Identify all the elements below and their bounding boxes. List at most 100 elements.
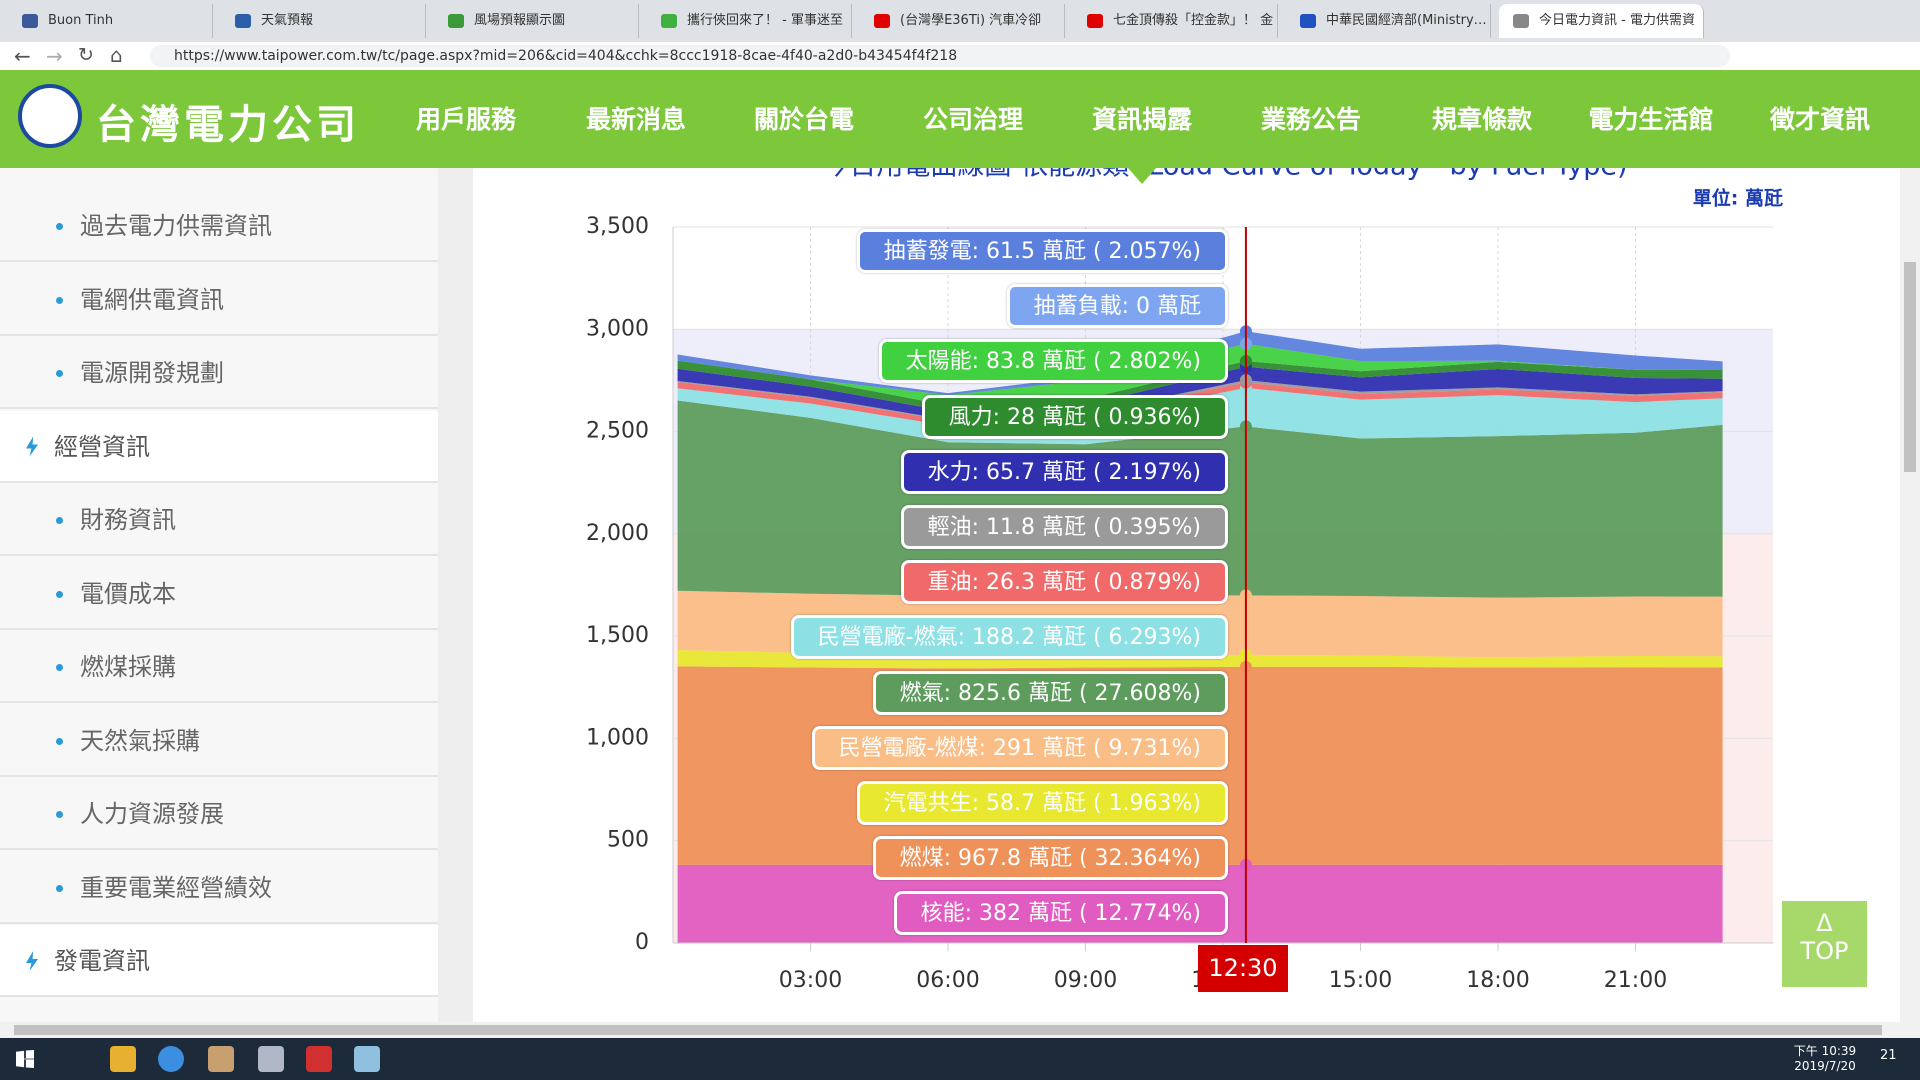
browser-tab[interactable]: 天氣預報	[221, 4, 426, 38]
tab-bar: Buon Tinh 天氣預報 風場預報顯示圖 攜行俠回來了！ - 軍事迷至 (台灣學E3…	[0, 0, 1920, 42]
back-button[interactable]: ←	[14, 44, 31, 68]
unit-label: 單位: 萬瓩	[1693, 187, 1783, 210]
sidebar-label: 財務資訊	[80, 506, 176, 534]
start-button[interactable]	[16, 1050, 34, 1068]
clock-time: 下午 10:39	[1793, 1044, 1857, 1058]
sidebar-section[interactable]: 發電資訊	[0, 925, 438, 997]
scroll-thumb[interactable]	[14, 1025, 1882, 1035]
area	[677, 331, 1723, 396]
sidebar-label: 重要電業經營績效	[80, 873, 272, 902]
sidebar-label: 電網供電資訊	[80, 285, 224, 314]
url-field[interactable]: https://www.taipower.com.tw/tc/page.aspx…	[150, 45, 1730, 67]
sidebar-label: 過去電力供需資訊	[80, 212, 272, 240]
home-button[interactable]: ⌂	[110, 43, 123, 67]
tab-icon	[1087, 14, 1103, 28]
nav-item[interactable]: 關於台電	[753, 105, 855, 134]
tab-icon	[22, 14, 38, 28]
taskbar: 下午 10:39 2019/7/20 21	[0, 1038, 1920, 1080]
bullet	[56, 590, 63, 598]
nav-item[interactable]: 資訊揭露	[1091, 105, 1193, 134]
area	[677, 380, 1723, 421]
sidebar-section[interactable]: 經營資訊	[0, 410, 438, 483]
y-tick-label: 1,500	[586, 623, 649, 648]
app-icon[interactable]	[306, 1046, 332, 1072]
nav-item[interactable]: 徵才資訊	[1769, 105, 1871, 134]
y-tick-label: 0	[635, 930, 649, 955]
sidebar-item[interactable]: 電網供電資訊	[0, 264, 438, 336]
nav-item[interactable]: 規章條款	[1431, 105, 1533, 134]
x-tick-label: 06:00	[916, 968, 979, 993]
browser-tab[interactable]: Buon Tinh	[8, 4, 213, 38]
tab-icon	[235, 14, 251, 28]
address-bar: ← → ↻ ⌂ https://www.taipower.com.tw/tc/p…	[0, 42, 1920, 71]
browser-tab[interactable]: 中華民國經濟部(Ministry of	[1286, 4, 1491, 38]
clock-date: 2019/7/20	[1794, 1059, 1856, 1073]
sidebar-label: 人力資源發展	[80, 800, 224, 828]
sidebar-label: 電價成本	[80, 579, 176, 608]
bullet	[56, 664, 63, 671]
chrome-icon[interactable]	[158, 1046, 184, 1072]
nav-pointer	[1128, 168, 1156, 184]
y-tick-label: 1,000	[586, 725, 649, 750]
sidebar-item[interactable]: 電源開發規劃	[0, 337, 438, 409]
x-tick-label: 18:00	[1466, 968, 1529, 993]
y-tick-label: 3,500	[586, 214, 649, 239]
bullet	[56, 517, 63, 524]
sidebar-item[interactable]: 過去電力供需資訊	[0, 190, 438, 262]
sidebar-label: 天然氣採購	[80, 726, 200, 755]
sidebar-item[interactable]: 重要電業經營績效	[0, 852, 438, 924]
vertical-scrollbar[interactable]	[1900, 70, 1920, 1022]
browser-tab[interactable]: 風場預報顯示圖	[434, 4, 639, 38]
cursor-label: 12:30	[1198, 945, 1288, 992]
notification-badge[interactable]: 21	[1880, 1048, 1897, 1063]
tab-icon	[1513, 14, 1529, 28]
browser-tab[interactable]: (台灣學E36Ti) 汽車冷卻	[860, 4, 1065, 38]
clock[interactable]: 下午 10:39 2019/7/20	[1790, 1042, 1860, 1073]
browser-tab[interactable]: 七金頂傳殺「控金款」！ 金	[1073, 4, 1278, 38]
nav-item[interactable]: 公司治理	[922, 105, 1024, 134]
nav-item[interactable]: 業務公告	[1260, 105, 1362, 134]
sidebar-item[interactable]: 燃煤採購	[0, 631, 438, 703]
nav-item[interactable]: 最新消息	[585, 105, 687, 134]
tab-icon	[1300, 14, 1316, 28]
app-icon[interactable]	[208, 1046, 234, 1072]
top-button[interactable]: Δ TOP	[1782, 901, 1867, 987]
explorer-icon[interactable]	[110, 1046, 136, 1072]
area	[677, 666, 1723, 865]
nav-item[interactable]: 用戶服務	[415, 105, 517, 134]
x-tick-label: 03:00	[779, 968, 842, 993]
top-arrow: Δ	[1816, 909, 1833, 937]
browser-tab[interactable]: 攜行俠回來了！ - 軍事迷至	[647, 4, 852, 38]
area	[677, 382, 1723, 426]
scroll-thumb[interactable]	[1904, 262, 1916, 472]
area	[677, 590, 1723, 658]
sidebar-item[interactable]: 電價成本	[0, 558, 438, 630]
x-tick-label: 09:00	[1054, 968, 1117, 993]
sidebar-label: 燃煤採購	[80, 653, 176, 681]
sidebar-item[interactable]: 財務資訊	[0, 484, 438, 556]
horizontal-scrollbar[interactable]	[0, 1022, 1920, 1038]
bullet	[56, 370, 63, 377]
forward-button[interactable]: →	[46, 44, 63, 68]
sidebar-item[interactable]: 天然氣採購	[0, 705, 438, 777]
y-tick-label: 2,500	[586, 419, 649, 444]
app-icon[interactable]	[258, 1046, 284, 1072]
x-tick-label: 21:00	[1604, 968, 1667, 993]
gutter	[438, 168, 473, 1022]
nav-item[interactable]: 電力生活館	[1588, 105, 1714, 134]
browser-tab[interactable]: 今日電力資訊 - 電力供需資	[1499, 4, 1704, 38]
y-tick-label: 2,000	[586, 521, 649, 546]
sidebar-label: 經營資訊	[54, 432, 150, 461]
bullet	[56, 223, 63, 230]
bullet	[56, 884, 63, 892]
logo-text[interactable]: 台灣電力公司	[96, 101, 360, 148]
bullet	[56, 811, 63, 818]
area	[677, 864, 1723, 943]
reload-button[interactable]: ↻	[78, 44, 94, 66]
sidebar-label: 發電資訊	[54, 947, 150, 975]
sidebar-item[interactable]: 人力資源發展	[0, 778, 438, 850]
logo-icon[interactable]	[18, 84, 82, 148]
app-icon[interactable]	[354, 1046, 380, 1072]
sidebar: 過去電力供需資訊 電網供電資訊電源開發規劃經營資訊財務資訊電價成本燃煤採購天然氣採…	[0, 168, 438, 1022]
